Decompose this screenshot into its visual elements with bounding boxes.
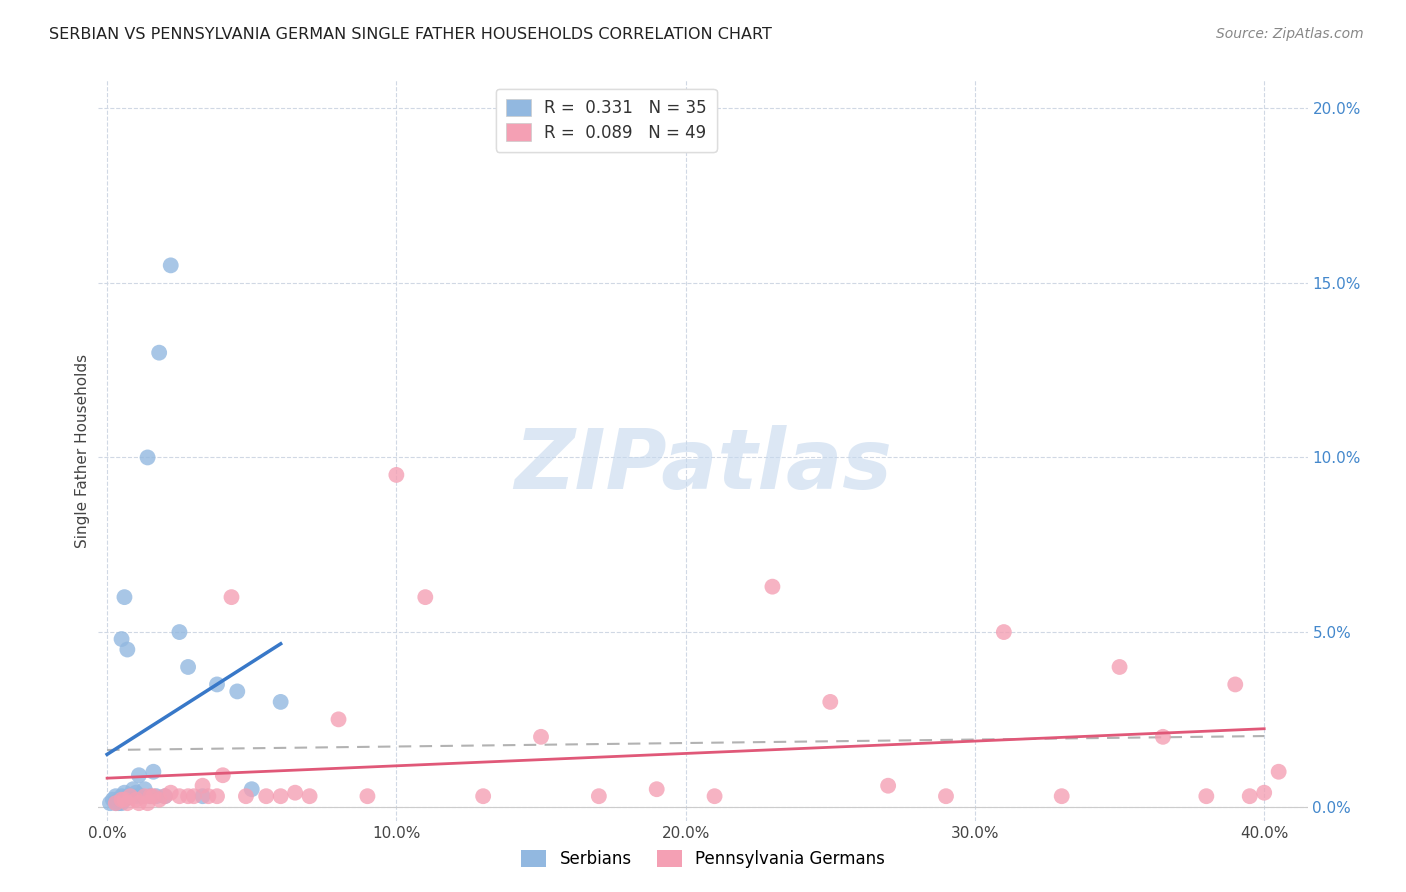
Point [148, 793, 170, 807]
Point [131, 789, 153, 804]
Point [1239, 789, 1261, 804]
Point [530, 730, 553, 744]
Point [254, 789, 277, 804]
Point [125, 793, 148, 807]
Point [107, 796, 129, 810]
Point [136, 796, 159, 810]
Point [136, 450, 159, 465]
Point [235, 789, 257, 804]
Point [1050, 789, 1073, 804]
Point [1225, 677, 1247, 691]
Point [645, 782, 668, 797]
Point [104, 789, 127, 804]
Point [935, 789, 957, 804]
Point [114, 793, 136, 807]
Point [169, 625, 191, 640]
Point [205, 677, 228, 691]
Point [159, 259, 181, 273]
Point [221, 590, 243, 604]
Point [110, 793, 132, 807]
Point [134, 789, 156, 804]
Y-axis label: Single Father Households: Single Father Households [75, 353, 90, 548]
Point [142, 789, 165, 804]
Point [114, 786, 136, 800]
Point [240, 782, 263, 797]
Point [122, 782, 145, 797]
Point [1108, 660, 1130, 674]
Point [877, 779, 900, 793]
Point [703, 789, 725, 804]
Point [820, 695, 842, 709]
Point [183, 789, 205, 804]
Point [159, 786, 181, 800]
Point [588, 789, 610, 804]
Point [134, 782, 156, 797]
Point [110, 632, 132, 646]
Point [993, 625, 1015, 640]
Point [110, 796, 132, 810]
Legend: Serbians, Pennsylvania Germans: Serbians, Pennsylvania Germans [515, 843, 891, 875]
Point [117, 796, 139, 810]
Point [169, 789, 191, 804]
Point [197, 789, 219, 804]
Point [413, 590, 436, 604]
Point [761, 580, 783, 594]
Point [128, 796, 150, 810]
Point [120, 789, 142, 804]
Point [145, 789, 167, 804]
Point [298, 789, 321, 804]
Point [125, 789, 148, 804]
Point [205, 789, 228, 804]
Point [153, 789, 176, 804]
Point [114, 590, 136, 604]
Point [120, 789, 142, 804]
Point [1267, 764, 1289, 779]
Point [356, 789, 378, 804]
Text: ZIPatlas: ZIPatlas [515, 425, 891, 506]
Point [117, 789, 139, 804]
Point [1253, 786, 1275, 800]
Point [385, 467, 408, 482]
Point [1195, 789, 1218, 804]
Point [114, 793, 136, 807]
Point [328, 712, 350, 726]
Point [117, 642, 139, 657]
Point [177, 660, 200, 674]
Point [177, 789, 200, 804]
Point [153, 789, 176, 804]
Point [284, 786, 307, 800]
Point [226, 684, 249, 698]
Point [191, 789, 214, 804]
Text: Source: ZipAtlas.com: Source: ZipAtlas.com [1216, 27, 1364, 41]
Point [128, 768, 150, 782]
Point [107, 793, 129, 807]
Point [472, 789, 495, 804]
Legend: R =  0.331   N = 35, R =  0.089   N = 49: R = 0.331 N = 35, R = 0.089 N = 49 [496, 88, 717, 152]
Point [148, 345, 170, 359]
Point [101, 793, 124, 807]
Point [125, 786, 148, 800]
Point [104, 796, 127, 810]
Point [139, 789, 162, 804]
Point [104, 796, 127, 810]
Point [191, 779, 214, 793]
Point [270, 695, 292, 709]
Point [211, 768, 233, 782]
Point [142, 764, 165, 779]
Point [139, 789, 162, 804]
Point [110, 789, 132, 804]
Point [1152, 730, 1174, 744]
Point [98, 796, 121, 810]
Text: SERBIAN VS PENNSYLVANIA GERMAN SINGLE FATHER HOUSEHOLDS CORRELATION CHART: SERBIAN VS PENNSYLVANIA GERMAN SINGLE FA… [49, 27, 772, 42]
Point [270, 789, 292, 804]
